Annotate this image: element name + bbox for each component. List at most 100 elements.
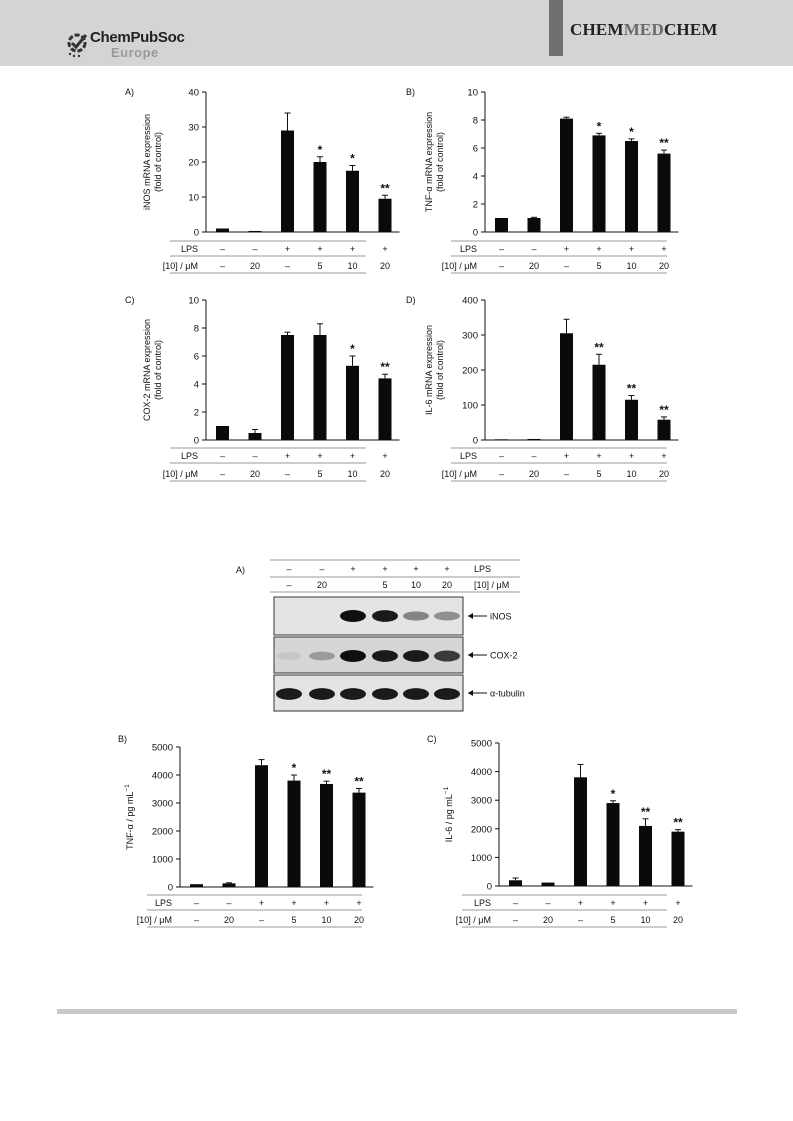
blot-band-row: iNOS [273,596,512,636]
bar [592,364,606,440]
y-tick-label: 10 [188,193,199,204]
row-label-lps: LPS [460,451,477,461]
dose-cell: – [259,915,264,925]
journal-title-part2: MED [623,20,664,39]
arrow-head-icon [468,690,473,696]
bar [346,365,359,440]
dose-cell: 10 [321,915,331,925]
y-tick-label: 0 [194,436,199,447]
dose-cell: 20 [529,261,539,271]
y-tick-label: 4000 [471,767,492,778]
y-axis-label: IL-6 mRNA expression [424,325,434,415]
dose-cell: 20 [380,261,390,271]
y-tick-label: 400 [462,296,478,307]
panel-label: A) [236,565,245,575]
y-tick-label: 5000 [152,743,173,754]
bar [378,378,392,440]
blot-band-row: α-tubulin [273,674,525,712]
y-tick-label: 3000 [152,799,173,810]
lps-cell: + [285,244,290,254]
bar [378,198,392,232]
blot-band [403,611,429,621]
dose-cell: 5 [596,261,601,271]
row-label-lps: LPS [181,244,198,254]
y-tick-label: 8 [473,116,478,127]
dose-cell: – [285,469,290,479]
y-axis-label: TNF-α mRNA expression [424,112,434,212]
blot-band [340,650,366,662]
dose-cell: – [499,469,504,479]
blot-band [340,610,366,622]
bar [248,230,262,232]
significance-mark: ** [380,181,390,195]
lps-cell: + [675,898,680,908]
row-label-dose: [10] / μM [163,261,198,271]
western-blot: A) – – + + + + LPS – 20 5 10 20 [10] / μM iNOS COX-2 α-t… [236,559,525,712]
brand-region: Europe [111,45,159,60]
blot-band [403,688,429,700]
bar [313,335,327,440]
y-tick-label: 200 [462,366,478,377]
significance-mark: * [611,787,616,801]
treatment-table: LPS [10] / μM – – – 20 + – +5 +10 +20 [137,894,364,928]
band-label: COX-2 [490,651,518,661]
bar [216,426,229,440]
y-tick-label: 0 [487,882,492,893]
bar [671,831,685,886]
treatment-table: LPS [10] / μM – – – 20 + – +5 +10 +20 [163,240,390,274]
y-tick-label: 1000 [152,855,173,866]
significance-mark: * [629,125,634,139]
y-axis-label-line2: (fold of control) [153,340,163,400]
lps-cell: – [545,898,550,908]
panel-label: C) [125,295,135,305]
row-label-lps: LPS [155,898,172,908]
y-tick-label: 6 [194,352,199,363]
dose-cell: – [499,261,504,271]
bar [313,162,327,232]
dose-cell: – [564,469,569,479]
dose-cell: 20 [224,915,234,925]
significance-mark: * [597,119,602,133]
y-tick-label: 0 [168,883,173,894]
journal-title: CHEMMEDCHEM [570,20,718,40]
lps-cell: – [220,451,225,461]
lps-cell: + [317,451,322,461]
dose-cell: 5 [317,261,322,271]
lps-cell: + [629,244,634,254]
arrow-head-icon [468,652,473,658]
y-tick-label: 100 [462,401,478,412]
bar [495,218,508,232]
significance-mark: ** [354,774,364,788]
footer-rule [57,1009,737,1014]
y-tick-label: 0 [194,228,199,239]
bar [281,130,294,232]
y-tick-label: 10 [467,88,478,99]
lps-cell: – [531,244,536,254]
row-label-dose: [10] / μM [163,469,198,479]
blot-band [276,652,302,660]
significance-mark: ** [659,136,669,150]
bar [606,803,620,886]
bar [527,438,541,440]
blot-lps-cell: + [382,564,387,574]
panel-label: B) [118,734,127,744]
bar [574,777,587,886]
lps-cell: – [499,244,504,254]
dose-cell: 20 [529,469,539,479]
journal-title-part1: CHEM [570,20,624,39]
blot-membrane [273,596,464,636]
dose-cell: 5 [317,469,322,479]
bar [320,783,333,887]
significance-mark: ** [641,805,651,819]
lps-cell: – [194,898,199,908]
blot-band [403,650,429,662]
dose-cell: 20 [659,261,669,271]
bar [287,780,301,887]
lps-cell: + [661,451,666,461]
row-label-dose: [10] / μM [442,261,477,271]
panel-label: B) [406,87,415,97]
significance-mark: ** [627,382,637,396]
y-tick-label: 4 [194,380,199,391]
y-axis-label: iNOS mRNA expression [142,114,152,210]
lps-cell: – [252,451,257,461]
